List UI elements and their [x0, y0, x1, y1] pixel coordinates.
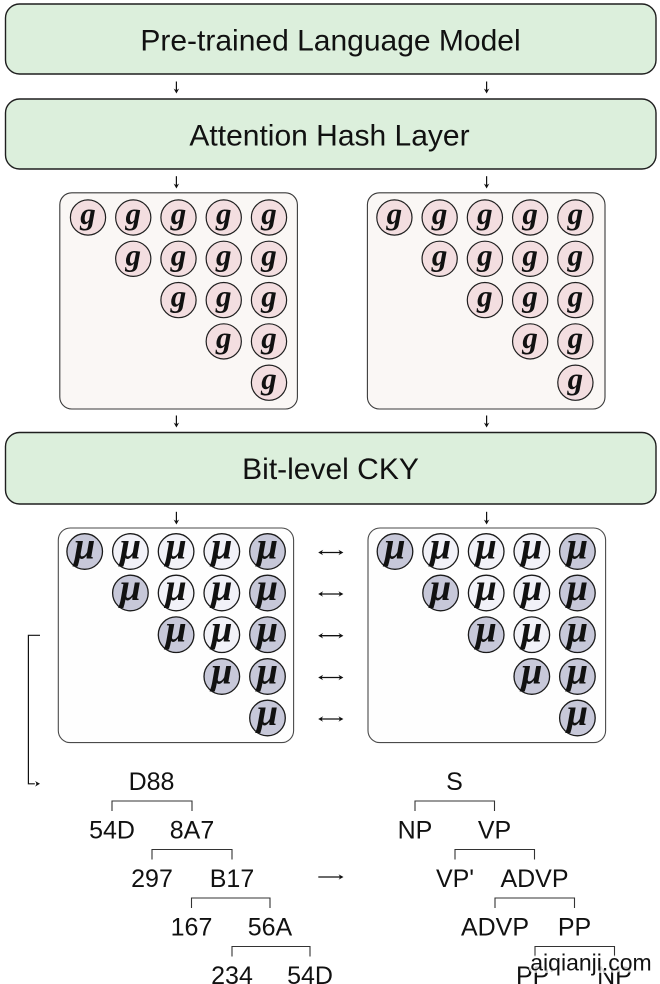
- svg-text:μ: μ: [474, 526, 497, 568]
- svg-text:μ: μ: [164, 567, 187, 609]
- svg-text:μ: μ: [519, 651, 542, 693]
- svg-text:g: g: [170, 237, 187, 272]
- svg-text:g: g: [431, 196, 448, 231]
- svg-text:g: g: [170, 279, 187, 314]
- svg-text:234: 234: [211, 962, 253, 984]
- svg-text:D88: D88: [129, 768, 175, 796]
- svg-text:Attention Hash Layer: Attention Hash Layer: [189, 120, 469, 153]
- svg-text:μ: μ: [255, 526, 278, 568]
- svg-text:g: g: [476, 196, 493, 231]
- svg-text:g: g: [215, 279, 232, 314]
- svg-text:g: g: [567, 196, 584, 231]
- svg-text:g: g: [260, 320, 277, 355]
- svg-text:VP: VP: [478, 817, 511, 845]
- svg-text:NP: NP: [398, 817, 433, 845]
- svg-text:g: g: [567, 361, 584, 396]
- svg-text:μ: μ: [428, 567, 451, 609]
- svg-text:g: g: [260, 196, 277, 231]
- svg-text:μ: μ: [164, 526, 187, 568]
- svg-text:g: g: [79, 196, 96, 231]
- svg-text:μ: μ: [209, 651, 232, 693]
- svg-text:g: g: [215, 237, 232, 272]
- svg-text:μ: μ: [72, 526, 95, 568]
- svg-text:Pre-trained Language Model: Pre-trained Language Model: [140, 25, 520, 58]
- svg-text:μ: μ: [255, 609, 278, 651]
- svg-text:μ: μ: [382, 526, 405, 568]
- svg-text:μ: μ: [255, 567, 278, 609]
- svg-text:g: g: [260, 361, 277, 396]
- svg-text:g: g: [521, 196, 538, 231]
- svg-text:g: g: [521, 279, 538, 314]
- svg-text:g: g: [125, 196, 142, 231]
- svg-text:167: 167: [171, 914, 213, 942]
- svg-text:μ: μ: [118, 567, 141, 609]
- svg-text:μ: μ: [118, 526, 141, 568]
- svg-text:μ: μ: [164, 609, 187, 651]
- svg-text:g: g: [170, 196, 187, 231]
- svg-text:μ: μ: [519, 609, 542, 651]
- svg-text:56A: 56A: [248, 914, 293, 942]
- svg-text:μ: μ: [255, 692, 278, 734]
- svg-text:g: g: [260, 237, 277, 272]
- svg-text:Bit-level CKY: Bit-level CKY: [242, 453, 419, 486]
- svg-text:μ: μ: [565, 692, 588, 734]
- svg-text:g: g: [260, 279, 277, 314]
- svg-text:g: g: [521, 237, 538, 272]
- svg-text:μ: μ: [474, 609, 497, 651]
- svg-text:VP': VP': [436, 865, 474, 893]
- svg-text:aiqianji.com: aiqianji.com: [530, 950, 651, 976]
- svg-text:μ: μ: [209, 609, 232, 651]
- svg-text:54D: 54D: [287, 962, 333, 984]
- svg-text:g: g: [125, 237, 142, 272]
- svg-text:g: g: [431, 237, 448, 272]
- svg-text:g: g: [386, 196, 403, 231]
- svg-text:g: g: [215, 196, 232, 231]
- svg-text:g: g: [476, 237, 493, 272]
- svg-text:g: g: [521, 320, 538, 355]
- svg-text:PP: PP: [558, 914, 591, 942]
- svg-text:297: 297: [131, 865, 173, 893]
- svg-text:μ: μ: [474, 567, 497, 609]
- svg-text:μ: μ: [428, 526, 451, 568]
- svg-text:μ: μ: [519, 567, 542, 609]
- svg-text:μ: μ: [519, 526, 542, 568]
- svg-text:g: g: [567, 237, 584, 272]
- svg-text:PP': PP': [516, 962, 554, 984]
- svg-text:μ: μ: [209, 526, 232, 568]
- svg-text:ADVP: ADVP: [500, 865, 568, 893]
- svg-text:g: g: [215, 320, 232, 355]
- svg-text:μ: μ: [209, 567, 232, 609]
- svg-text:μ: μ: [255, 651, 278, 693]
- svg-text:NP: NP: [597, 962, 632, 984]
- svg-text:μ: μ: [565, 651, 588, 693]
- svg-text:S: S: [446, 768, 463, 796]
- svg-text:g: g: [567, 320, 584, 355]
- svg-text:g: g: [567, 279, 584, 314]
- svg-text:g: g: [476, 279, 493, 314]
- svg-text:8A7: 8A7: [170, 817, 214, 845]
- svg-text:μ: μ: [565, 609, 588, 651]
- svg-text:μ: μ: [565, 567, 588, 609]
- svg-text:ADVP: ADVP: [461, 914, 529, 942]
- svg-text:μ: μ: [565, 526, 588, 568]
- svg-text:B17: B17: [210, 865, 254, 893]
- svg-text:54D: 54D: [89, 817, 135, 845]
